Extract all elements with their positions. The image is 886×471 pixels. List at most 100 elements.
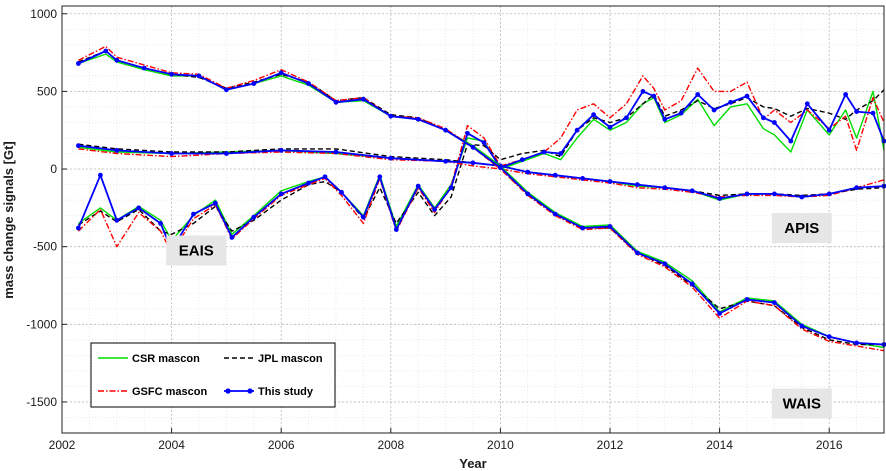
data-point [251,81,257,86]
data-point [826,334,832,340]
x-axis-label: Year [459,456,486,471]
data-point [689,281,695,287]
legend: CSR mascon JPL mascon GSFC mascon This stud… [90,342,336,408]
data-point [443,158,448,164]
data-point [333,149,339,155]
data-point [136,205,142,211]
data-point [552,211,558,217]
data-point [525,169,531,175]
data-point [607,124,613,130]
data-point [322,174,328,180]
x-tick-label: 2008 [377,438,404,452]
data-point [114,148,120,153]
legend-label: JPL mascon [258,353,323,365]
y-tick-label: 0 [50,162,57,176]
annotation-wais: WAIS [783,395,821,412]
y-tick-label: -500 [33,240,57,254]
data-point [465,130,470,136]
data-point [804,101,810,107]
data-point [448,185,454,191]
data-point [541,149,547,155]
data-point [470,144,476,150]
data-point [443,127,448,133]
data-point [251,214,257,220]
data-point [662,185,668,191]
data-point [114,217,120,223]
x-tick-label: 2012 [597,438,624,452]
annotation-box [771,213,832,244]
data-point [607,224,613,229]
data-point [213,200,218,206]
data-point [278,70,284,76]
y-tick-label: 1000 [30,7,57,21]
data-point [76,225,81,231]
data-point [377,174,383,180]
data-point [306,180,311,186]
data-point [114,57,120,63]
annotation-box [771,388,832,419]
tick-labels: 2002 2004 2006 2008 2010 2012 2014 2016 -1500 -10… [26,7,843,452]
plot-frame [61,5,885,434]
x-tick-label: 2004 [158,438,185,452]
data-point [689,188,695,194]
legend-marker [247,388,253,394]
data-point [799,323,805,329]
data-point [552,172,558,178]
data-point [558,151,564,156]
data-point [470,160,476,166]
annotation-eais: EAIS [179,243,214,260]
data-point [306,81,311,86]
data-point [854,185,859,191]
series-line-gsfc-mascon [78,148,885,198]
data-point [278,191,284,197]
legend-box [90,342,336,408]
data-point [662,116,668,122]
y-tick-label: 500 [37,84,57,98]
data-point [640,89,646,94]
series-lines [76,45,886,352]
data-point [607,179,613,184]
region-annotations: EAIS APIS WAIS [166,213,832,419]
region-eais [76,67,886,254]
legend-label: This study [258,386,314,398]
x-tick-label: 2010 [487,438,514,452]
data-point [870,110,876,116]
data-point [498,165,503,170]
data-point [761,115,766,121]
data-point [717,311,722,316]
legend-label: CSR mascon [132,353,200,365]
y-tick-label: -1000 [26,317,57,331]
data-point [158,221,164,226]
data-point [141,65,147,71]
data-point [361,96,366,102]
data-point [169,71,175,77]
data-point [854,109,859,114]
data-point [635,250,640,256]
data-point [772,300,777,305]
data-point [415,183,421,189]
data-point [744,297,750,302]
data-point [580,225,585,231]
data-point [191,211,196,217]
data-point [678,110,684,116]
data-point [196,73,202,79]
data-point [591,112,596,118]
data-point [519,157,525,163]
data-point [98,172,103,178]
data-point [388,113,394,119]
x-tick-label: 2006 [268,438,295,452]
x-tick-label: 2002 [49,438,76,452]
data-point [76,143,81,149]
annotation-box [166,235,227,266]
x-tick-label: 2014 [706,438,733,452]
data-point [788,138,794,144]
data-point [415,116,421,122]
y-tick-label: -1500 [26,395,57,409]
data-point [393,227,399,233]
data-point [103,48,109,54]
legend-marker [225,388,231,394]
data-point [339,189,344,195]
data-point [744,191,750,197]
data-point [388,155,394,161]
